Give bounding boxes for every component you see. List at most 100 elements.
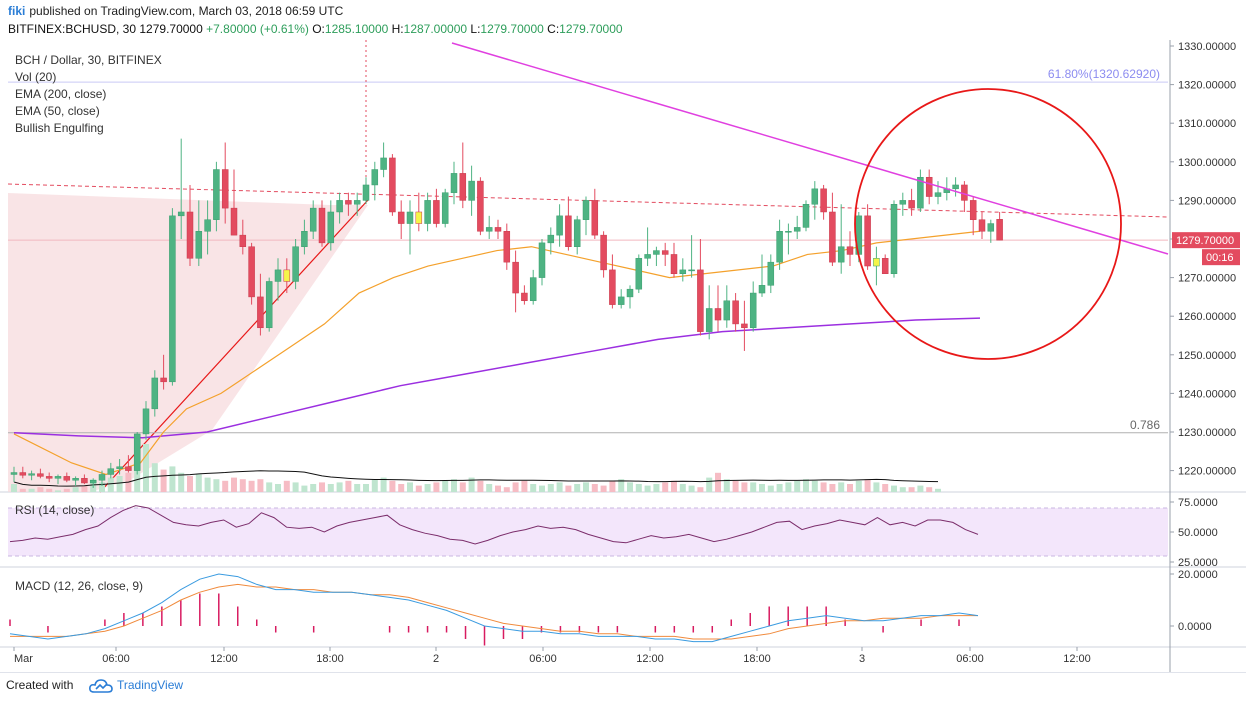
volume-bar	[371, 479, 378, 492]
candle-body	[653, 250, 660, 255]
candle-body	[362, 184, 370, 201]
volume-bar	[706, 477, 713, 492]
volume-bar	[908, 487, 915, 492]
candle-body	[389, 157, 396, 213]
footer: Created with TradingView	[0, 672, 1246, 703]
author-name[interactable]: fiki	[8, 4, 26, 18]
tradingview-cloud-icon	[89, 679, 113, 693]
candle-body	[873, 258, 880, 267]
volume-bar	[530, 484, 537, 492]
volume-bar	[776, 484, 783, 492]
volume-bar	[785, 482, 792, 492]
volume-bar	[354, 484, 361, 492]
candle-body	[177, 211, 185, 217]
volume-bar	[319, 482, 325, 492]
candle-body	[441, 192, 449, 224]
volume-bar	[838, 482, 845, 492]
candle-body	[195, 231, 203, 259]
candle-body	[468, 180, 475, 201]
tradingview-brand[interactable]: TradingView	[117, 678, 184, 692]
volume-bar	[847, 484, 853, 492]
candle-body	[63, 476, 71, 481]
volume-bar	[213, 479, 220, 492]
volume-bar	[19, 488, 26, 492]
candle-body	[459, 173, 467, 201]
volume-bar	[107, 477, 114, 492]
volume-bar	[169, 466, 176, 492]
candle-body	[503, 231, 511, 263]
candle-body	[573, 219, 581, 247]
x-tick-label: Mar	[14, 653, 33, 665]
volume-bar	[521, 480, 528, 492]
candle-body	[793, 227, 801, 232]
volume-bar	[327, 484, 334, 492]
x-tick-label: 12:00	[1063, 653, 1091, 665]
y-tick-label: 1330.00000	[1178, 41, 1236, 53]
x-tick-label: 18:00	[316, 653, 344, 665]
candle-body	[485, 227, 493, 232]
candle-body	[846, 246, 854, 255]
candle-body	[714, 308, 722, 321]
price-change: +7.80000 (+0.61%)	[206, 22, 309, 36]
candle-body	[758, 285, 766, 294]
y-tick-label: 1220.00000	[1178, 466, 1236, 478]
volume-bar	[917, 485, 924, 492]
candle-body	[204, 219, 211, 232]
candle-body	[107, 468, 115, 475]
macd-tick-label: 20.0000	[1178, 569, 1218, 581]
symbol-label: BITFINEX:BCHUSD, 30	[8, 22, 137, 36]
candle-body	[345, 200, 352, 205]
candle-body	[239, 234, 247, 247]
candle-body	[609, 269, 616, 305]
candle-body	[978, 219, 986, 232]
volume-bar	[28, 488, 35, 492]
high-label: H:	[391, 22, 404, 36]
volume-bar	[583, 482, 589, 492]
volume-bar	[55, 490, 61, 492]
highlight-circle	[854, 88, 1122, 360]
candle-body	[221, 169, 229, 209]
candle-body	[521, 292, 528, 302]
candle-body	[688, 269, 695, 272]
candle-body	[89, 480, 97, 484]
volume-bar	[671, 480, 677, 492]
candle-body	[837, 246, 845, 263]
y-tick-label: 1260.00000	[1178, 311, 1236, 323]
volume-bar	[415, 485, 422, 492]
candle-body	[565, 215, 572, 247]
volume-bar	[468, 477, 475, 492]
volume-bar	[679, 484, 686, 492]
y-tick-label: 1320.00000	[1178, 80, 1236, 92]
volume-bar	[310, 484, 317, 492]
candle-body	[600, 234, 607, 271]
volume-bar	[591, 484, 598, 492]
candle-body	[283, 269, 291, 282]
candle-body	[908, 200, 915, 209]
volume-bar	[574, 484, 581, 492]
volume-bar	[565, 485, 572, 492]
volume-bar	[248, 480, 255, 492]
x-tick-label: 12:00	[636, 653, 664, 665]
candle-body	[81, 478, 88, 484]
x-tick-label: 3	[859, 653, 865, 665]
volume-bar	[891, 485, 897, 492]
candle-body	[72, 478, 79, 481]
x-tick-label: 06:00	[529, 653, 557, 665]
y-tick-label: 1230.00000	[1178, 427, 1236, 439]
candle-body	[785, 231, 792, 233]
candle-body	[925, 176, 933, 197]
volume-bar	[503, 487, 510, 492]
candle-body	[987, 223, 995, 232]
candle-body	[274, 269, 282, 282]
candle-body	[353, 200, 361, 205]
candle-body	[213, 169, 220, 220]
volume-bar	[380, 477, 387, 492]
ema200-line	[13, 317, 981, 439]
volume-bar	[627, 482, 633, 492]
volume-bar	[11, 484, 17, 492]
candle-body	[37, 473, 44, 477]
candle-body	[741, 323, 748, 329]
pattern-line	[99, 199, 369, 493]
volume-bar	[222, 480, 229, 492]
